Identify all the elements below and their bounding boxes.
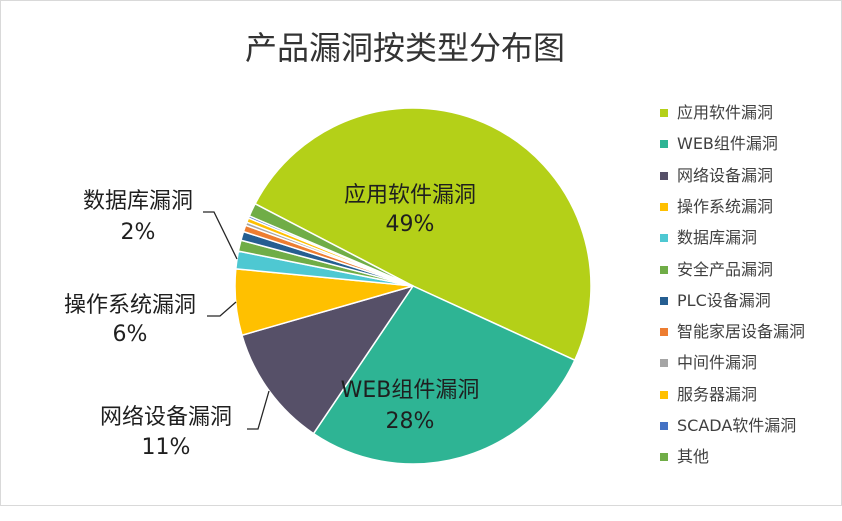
legend-marker-2 xyxy=(660,140,668,149)
legend-item-3: 网络设备漏洞 xyxy=(657,166,773,186)
data-label-value-2: 28% xyxy=(386,409,435,434)
legend-item-1: 应用软件漏洞 xyxy=(657,103,773,123)
data-label-name-2: WEB组件漏洞 xyxy=(341,378,480,403)
legend-marker-12 xyxy=(660,453,668,462)
legend-marker-8 xyxy=(660,328,668,337)
legend-item-7: PLC设备漏洞 xyxy=(657,291,771,311)
legend-label-12: 其他 xyxy=(677,447,710,467)
legend-label-2: WEB组件漏洞 xyxy=(677,134,778,154)
pie-slice-1 xyxy=(254,107,592,361)
data-label-name-4: 操作系统漏洞 xyxy=(64,293,196,318)
leader-line-4 xyxy=(207,301,237,317)
legend-label-8: 智能家居设备漏洞 xyxy=(677,322,806,342)
legend-item-2: WEB组件漏洞 xyxy=(657,134,778,154)
leader-line-5 xyxy=(203,211,238,260)
legend-marker-6 xyxy=(660,265,668,274)
legend-marker-3 xyxy=(660,171,668,180)
legend-item-4: 操作系统漏洞 xyxy=(657,197,773,217)
legend-item-8: 智能家居设备漏洞 xyxy=(657,322,805,342)
leader-line-3 xyxy=(247,390,270,430)
legend-item-10: 服务器漏洞 xyxy=(657,385,757,405)
legend-marker-7 xyxy=(660,296,668,305)
pie-slices xyxy=(234,107,592,465)
legend-item-9: 中间件漏洞 xyxy=(657,353,757,373)
data-label-value-4: 6% xyxy=(113,322,148,347)
chart-title: 产品漏洞按类型分布图 xyxy=(244,29,565,67)
pie-slice-12 xyxy=(248,203,414,287)
legend-marker-10 xyxy=(660,390,668,399)
pie-slice-2 xyxy=(312,285,576,465)
legend-label-10: 服务器漏洞 xyxy=(677,384,758,404)
chart-area: 应用软件漏洞 49% WEB组件漏洞 28% 网络设备漏洞 11% 操作系统漏洞 6% 数据库漏… xyxy=(0,0,842,506)
legend-label-7: PLC设备漏洞 xyxy=(677,290,771,310)
legend-label-3: 网络设备漏洞 xyxy=(677,165,774,185)
legend-label-5: 数据库漏洞 xyxy=(677,228,758,248)
legend-marker-1 xyxy=(660,109,668,117)
data-label-name-5: 数据库漏洞 xyxy=(83,189,193,214)
data-label-value-3: 11% xyxy=(142,435,191,460)
legend-item-5: 数据库漏洞 xyxy=(657,228,757,248)
legend-label-1: 应用软件漏洞 xyxy=(677,103,774,122)
legend-marker-9 xyxy=(660,359,668,368)
pie-slice-3 xyxy=(241,285,414,435)
legend-item-12: 其他 xyxy=(657,447,709,467)
legend-label-6: 安全产品漏洞 xyxy=(677,259,774,279)
data-label-name-1: 应用软件漏洞 xyxy=(344,183,476,208)
pie-plot: 应用软件漏洞 49% WEB组件漏洞 28% 网络设备漏洞 11% 操作系统漏洞 6% 数据库漏… xyxy=(64,107,592,465)
legend-label-4: 操作系统漏洞 xyxy=(677,196,774,216)
data-label-value-1: 49% xyxy=(386,212,435,237)
legend: 应用软件漏洞 WEB组件漏洞 网络设备漏洞 操作系统漏洞 数据库漏洞安全产品漏洞 PLC设… xyxy=(657,1,839,505)
legend-label-11: SCADA软件漏洞 xyxy=(677,416,797,435)
legend-item-11: SCADA软件漏洞 xyxy=(657,416,796,436)
legend-marker-11 xyxy=(660,422,668,430)
legend-label-9: 中间件漏洞 xyxy=(677,353,758,373)
legend-item-6: 安全产品漏洞 xyxy=(657,260,773,280)
data-labels: 应用软件漏洞 49% WEB组件漏洞 28% 网络设备漏洞 11% 操作系统漏洞 6% 数据库漏… xyxy=(64,183,479,460)
data-label-name-3: 网络设备漏洞 xyxy=(100,405,232,430)
leader-lines xyxy=(203,211,270,430)
legend-marker-4 xyxy=(660,202,668,211)
legend-marker-5 xyxy=(660,234,668,243)
data-label-value-5: 2% xyxy=(121,220,156,245)
